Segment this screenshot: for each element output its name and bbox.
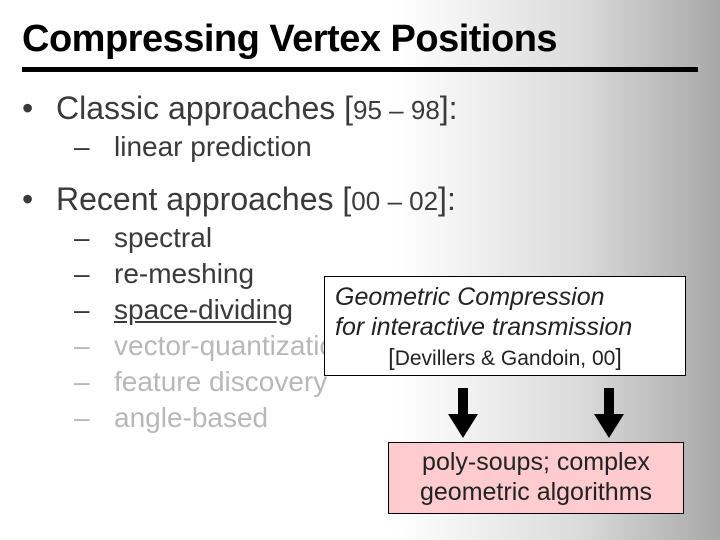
bullet-icon: • (22, 90, 56, 127)
section-prefix: Classic approaches [ (56, 90, 353, 126)
arrow-down-icon (594, 388, 624, 438)
slide: Compressing Vertex Positions • Classic a… (0, 0, 720, 540)
callout-citation: [Devillers & Gandoin, 00] (335, 344, 675, 371)
callout-result-box: poly-soups; complex geometric algorithms (388, 442, 684, 514)
dash-icon: – (74, 366, 114, 398)
callout-citation-box: Geometric Compression for interactive tr… (324, 276, 686, 376)
callout-result-line2: geometric algorithms (397, 477, 675, 507)
cite-name: Devillers & Gandoin, 00 (395, 347, 616, 370)
section-heading-recent: • Recent approaches [00 – 02]: (22, 181, 698, 218)
dash-icon: – (74, 258, 114, 290)
section-suffix: ]: (438, 181, 456, 217)
bullet-icon: • (22, 181, 56, 218)
list-item-label: linear prediction (114, 131, 698, 163)
section-range: 00 – 02 (351, 186, 438, 216)
section-prefix: Recent approaches [ (56, 181, 351, 217)
list-item: – linear prediction (22, 131, 698, 163)
dash-icon: – (74, 222, 114, 254)
callout-result-line1: poly-soups; complex (397, 447, 675, 477)
callout-title-line1: Geometric Compression (335, 283, 675, 313)
callout-title-line2: for interactive transmission (335, 313, 675, 343)
title-rule (22, 67, 698, 72)
slide-title: Compressing Vertex Positions (22, 18, 698, 61)
dash-icon: – (74, 402, 114, 434)
dash-icon: – (74, 131, 114, 163)
slide-content: • Classic approaches [95 – 98]: – linear… (22, 90, 698, 434)
list-item: – spectral (22, 222, 698, 254)
section-heading-text: Classic approaches [95 – 98]: (56, 90, 698, 127)
dash-icon: – (74, 330, 114, 362)
cite-close: ] (615, 344, 621, 370)
arrow-down-icon (448, 388, 478, 438)
dash-icon: – (74, 294, 114, 326)
section-heading-text: Recent approaches [00 – 02]: (56, 181, 698, 218)
list-item-label: spectral (114, 222, 698, 254)
section-heading-classic: • Classic approaches [95 – 98]: (22, 90, 698, 127)
section-suffix: ]: (440, 90, 458, 126)
section-range: 95 – 98 (353, 95, 440, 125)
